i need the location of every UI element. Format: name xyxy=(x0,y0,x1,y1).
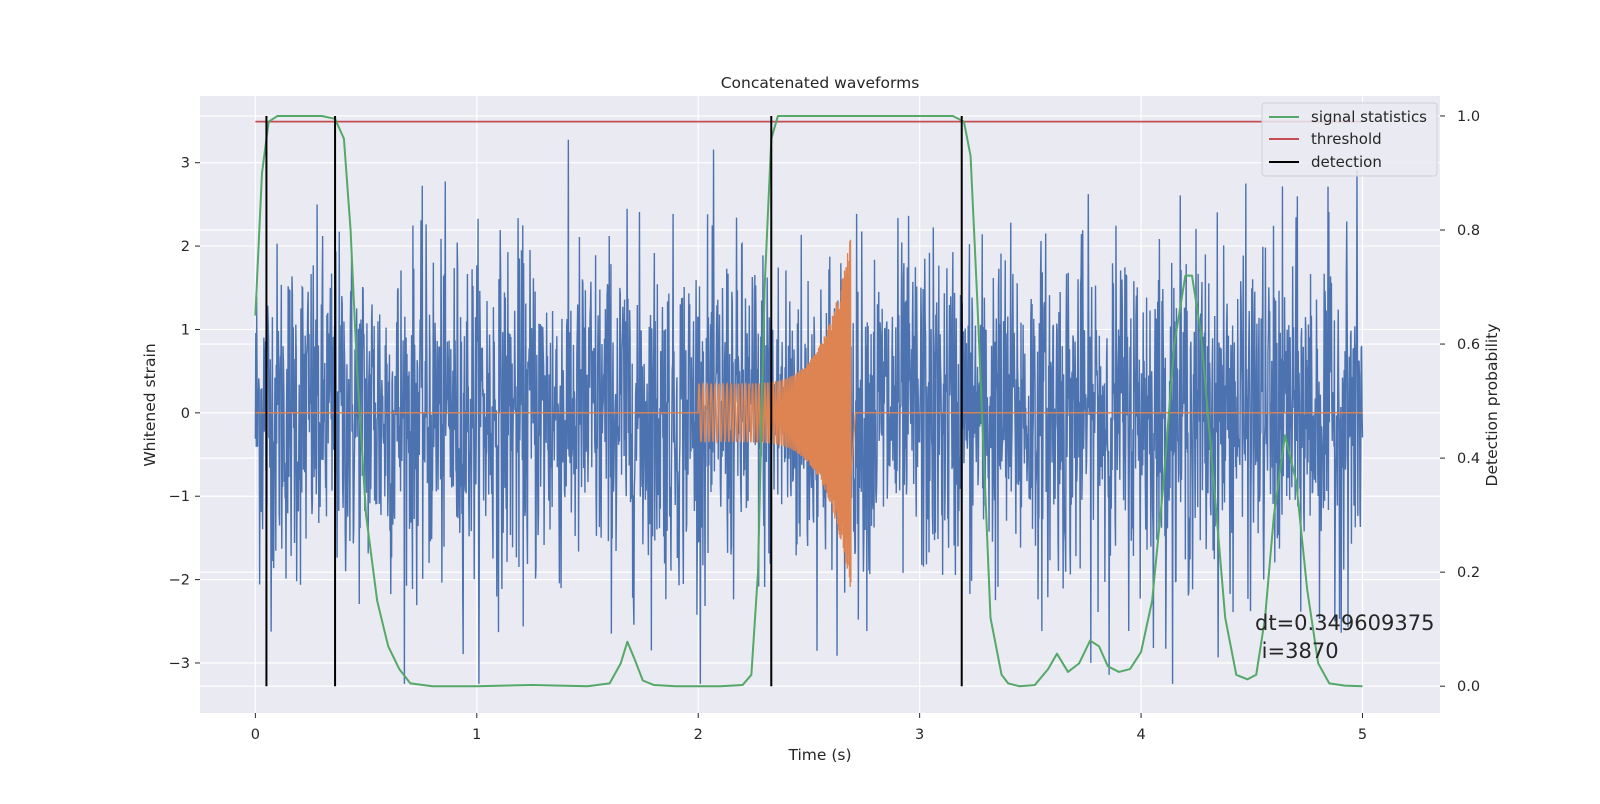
y-axis-label-right: Detection probability xyxy=(1483,324,1501,487)
y-tick-label-right: 0.6 xyxy=(1457,337,1480,353)
y-tick-label-left: 0 xyxy=(181,406,190,422)
annotation-dt: dt=0.349609375 xyxy=(1255,611,1434,635)
chart-title: Concatenated waveforms xyxy=(721,74,920,92)
x-tick-label: 5 xyxy=(1358,727,1367,743)
annotation-i: i=3870 xyxy=(1255,639,1339,663)
y-tick-label-left: 1 xyxy=(181,322,190,338)
y-tick-label-right: 0.2 xyxy=(1457,565,1480,581)
y-tick-label-right: 0.0 xyxy=(1457,679,1480,695)
y-tick-label-right: 0.8 xyxy=(1457,223,1480,239)
legend: signal statistics threshold detection xyxy=(1261,102,1438,177)
x-tick-label: 3 xyxy=(915,727,924,743)
y-tick-label-left: −3 xyxy=(169,656,190,672)
signal-statistics-line xyxy=(254,114,1363,688)
x-tick-label: 0 xyxy=(251,727,260,743)
y-tick-label-right: 0.4 xyxy=(1457,451,1480,467)
annotation: dt=0.349609375 i=3870 xyxy=(1255,611,1434,663)
legend-label-detection: detection xyxy=(1311,153,1382,171)
y-tick-label-left: −2 xyxy=(169,573,190,589)
axis-layer: 0 1 2 3 4 5 −3 −2 −1 0 1 2 3 0.0 0.2 0.4 0.6 0.8 1.0 xyxy=(169,109,1480,743)
series-layer xyxy=(254,114,1364,688)
legend-box xyxy=(1261,102,1438,177)
y-tick-label-left: 3 xyxy=(181,156,190,172)
legend-label-threshold: threshold xyxy=(1311,130,1382,148)
x-tick-label: 1 xyxy=(472,727,481,743)
y-tick-label-left: −1 xyxy=(169,489,190,505)
chirp-series-line xyxy=(255,239,1363,587)
y-tick-label-right: 1.0 xyxy=(1457,109,1480,125)
y-tick-label-left: 2 xyxy=(181,239,190,255)
x-tick-label: 2 xyxy=(694,727,703,743)
x-tick-label: 4 xyxy=(1136,727,1145,743)
x-axis-label: Time (s) xyxy=(787,746,851,764)
legend-label-signal-statistics: signal statistics xyxy=(1311,108,1427,126)
y-axis-label-left: Whitened strain xyxy=(141,343,159,466)
